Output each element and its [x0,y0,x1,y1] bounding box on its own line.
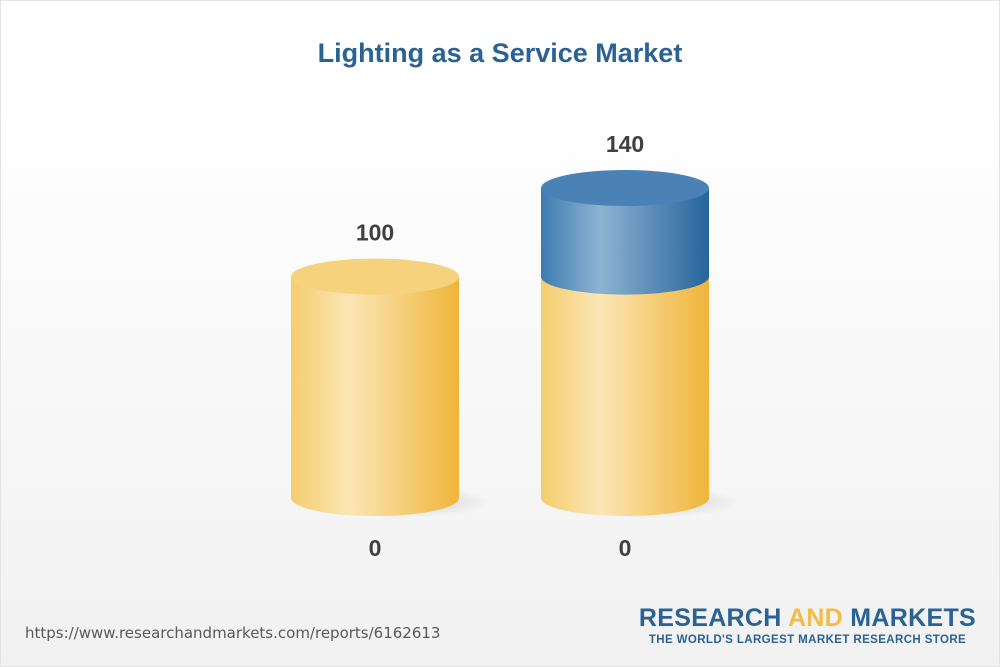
bar-top-cap [291,258,459,295]
logo-word-markets: MARKETS [850,604,976,632]
category-label: 0 [619,535,632,561]
bar-top-cap [541,170,709,206]
source-url: https://www.researchandmarkets.com/repor… [25,624,441,642]
bar-segment-2 [541,188,709,295]
data-label: 140 [606,131,644,157]
bar-segment-1 [291,276,459,516]
logo-word-and: AND [787,604,844,632]
bar-segment-1 [541,276,709,516]
chart-title: Lighting as a Service Market [317,38,683,68]
logo-tagline: THE WORLD'S LARGEST MARKET RESEARCH STOR… [648,634,967,646]
logo-wordmark: RESEARCH AND MARKETS [639,604,976,632]
data-label: 100 [356,220,394,246]
logo-word-research: RESEARCH [638,604,782,632]
category-label: 0 [369,535,382,561]
research-and-markets-logo: RESEARCH AND MARKETS THE WORLD'S LARGEST… [639,604,976,648]
